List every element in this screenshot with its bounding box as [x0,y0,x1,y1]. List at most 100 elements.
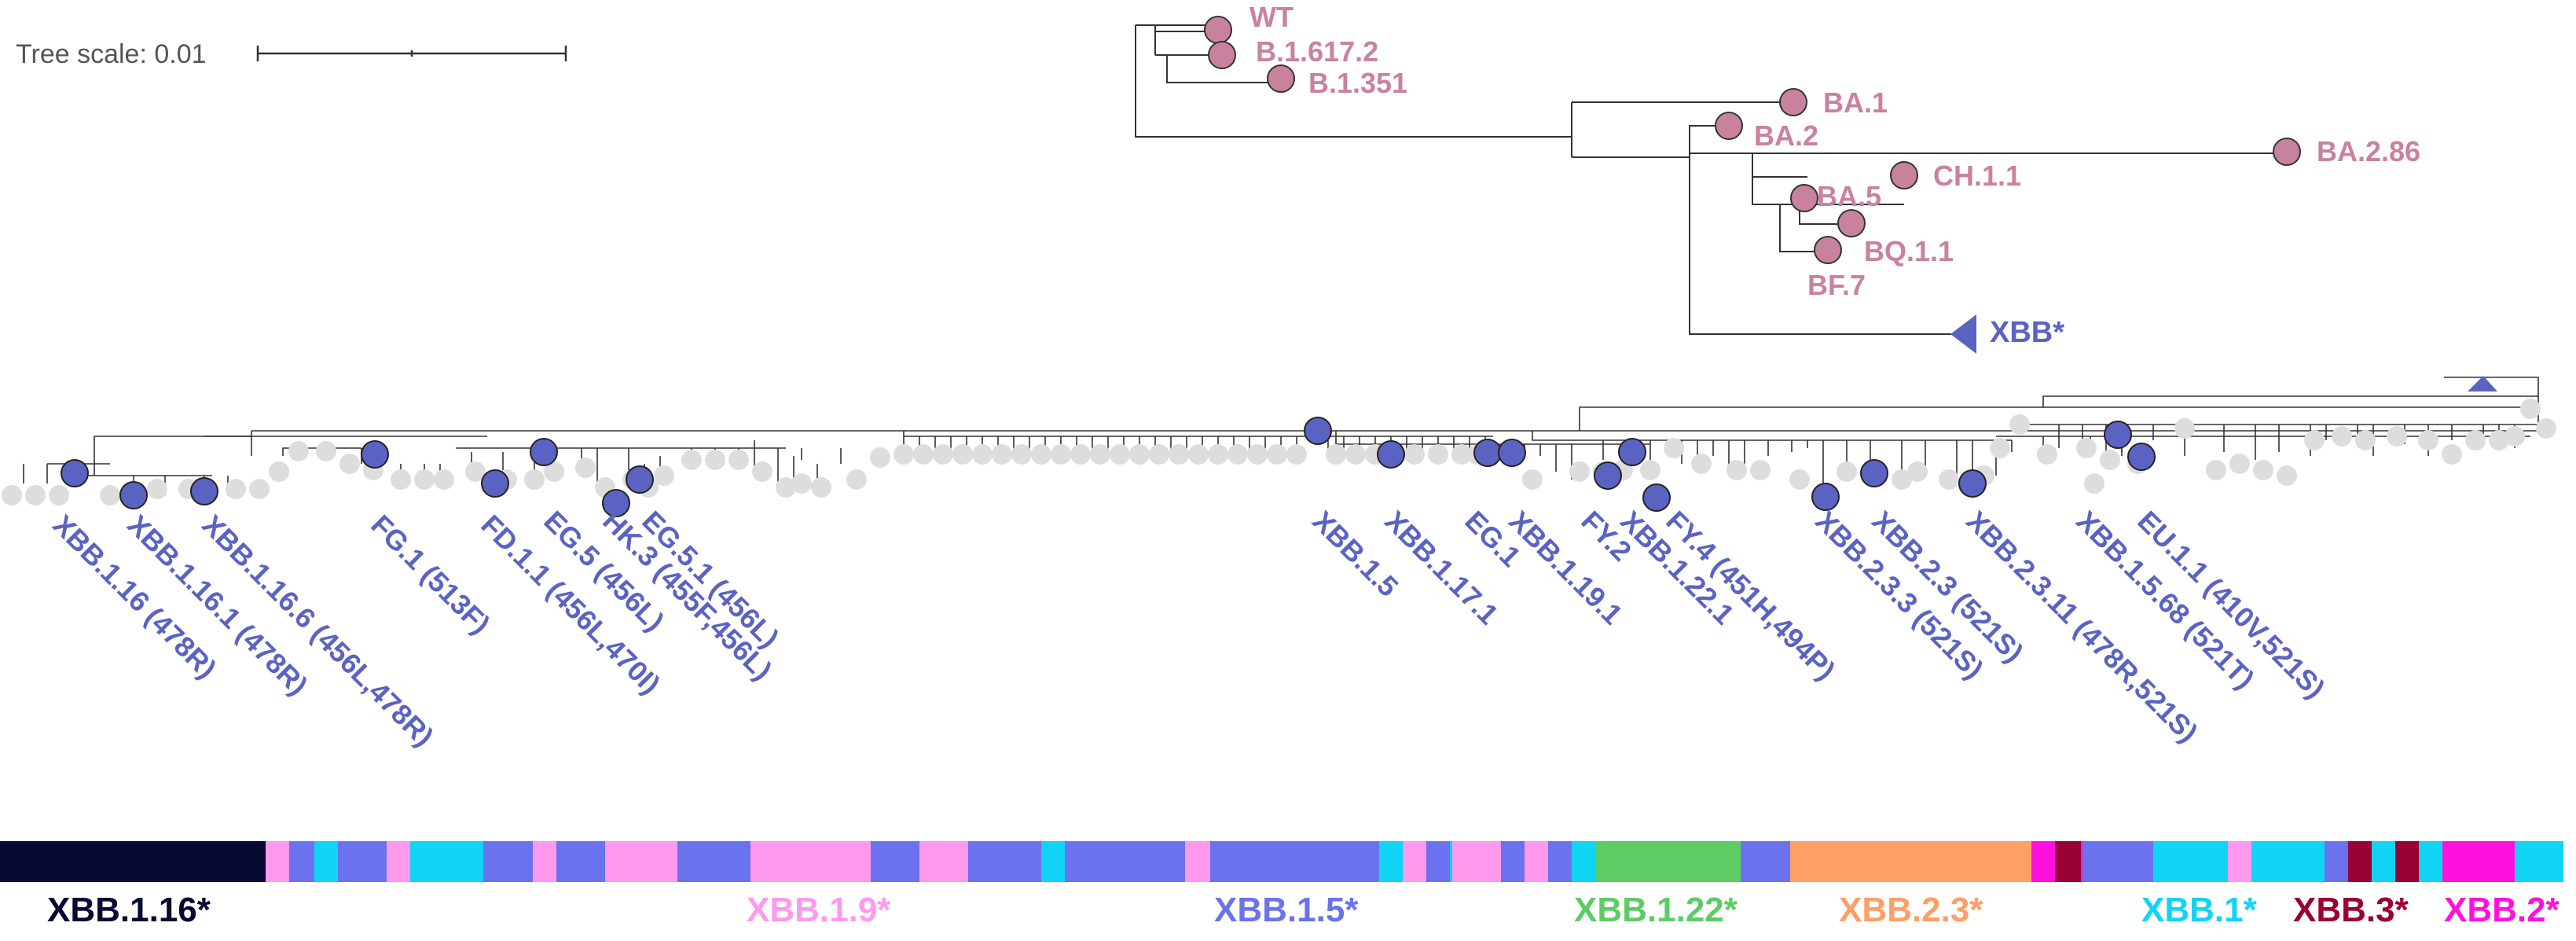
leaf-node [2332,426,2352,447]
xbb-tip-node [1498,439,1526,467]
lineage-bar-segment [1065,841,1185,882]
leaf-node [1208,444,1228,465]
tip-label-ba1: BA.1 [1823,86,1888,119]
xbb-tip-node [626,465,654,494]
leaf-node [933,444,953,465]
tip-node-ba2 [1715,112,1743,140]
leaf-node [1011,444,1032,465]
leaf-node [728,450,749,470]
leaf-node [2418,430,2438,450]
lineage-bar-segment [1595,841,1741,882]
leaf-node [2489,430,2509,450]
leaf-node [524,469,545,490]
lineage-label: XBB.1.9* [747,891,891,929]
leaf-node [654,465,674,486]
leaf-node [316,441,336,461]
lineage-bar-segment [2325,841,2348,882]
leaf-node [288,441,309,461]
leaf-node [1569,461,1590,482]
leaf-node [2229,454,2250,474]
tip-label-ba5: BA.5 [1817,180,1881,212]
leaf-node [2277,465,2297,486]
leaf-node [1286,444,1307,465]
leaf-node [544,461,564,482]
lineage-bar-segment [1452,841,1501,882]
lineage-label: XBB.3* [2293,891,2409,929]
leaf-node [1326,444,1346,465]
lineage-bar-segment [1426,841,1450,882]
leaf-node [2100,450,2120,470]
xbb-tip-node [1304,417,1332,445]
leaf-node [2,485,22,505]
tip-label-b16172: B.1.617.2 [1256,35,1378,68]
leaf-node [1727,460,1747,480]
leaf-node [1691,454,1712,474]
tip-node-bq11 [1837,209,1866,237]
lineage-bar-segment [0,841,266,882]
xbb-collapsed-clade: XBB* [1950,314,2064,354]
leaf-node [1188,444,1209,465]
leaf-node [1070,444,1091,465]
lineage-label: XBB.2* [2444,891,2560,929]
xbb-leaf-nodes [2,399,2556,505]
lineage-bar-segment [2515,841,2563,882]
lineage-bar-segment [1450,841,1452,882]
lineage-bar-segment [1548,841,1572,882]
leaf-node [2037,444,2057,465]
leaf-node [1837,461,1857,482]
xbb-tip-node [602,489,630,517]
leaf-node [1031,444,1051,465]
lineage-bar-segment [871,841,919,882]
top-nodes [1204,16,2301,264]
leaf-node [1227,444,1248,465]
tip-node-bf7 [1814,236,1842,264]
leaf-node [1267,444,1287,465]
lineage-bar-segment [2153,841,2228,882]
xbb-tip-node [61,459,89,487]
leaf-node [465,461,486,482]
leaf-node [681,450,702,470]
leaf-node [226,479,246,499]
xbb-tip-node [2104,421,2132,449]
tip-node-b1351 [1267,64,1295,93]
leaf-node [705,450,725,470]
lineage-bar-segment [1525,841,1548,882]
leaf-node [1892,469,1912,490]
tip-node-ba1 [1779,88,1807,116]
lineage-bar-segment [1572,841,1595,882]
leaf-node [2009,414,2030,435]
leaf-node [2206,460,2226,480]
leaf-node [2084,473,2104,494]
leaf-node [414,469,435,490]
xbb-collapsed-triangle [1950,314,1976,354]
leaf-node [1169,444,1189,465]
lineage-bar-segment [1790,841,2031,882]
lineage-bar-segment [2395,841,2419,882]
tip-node-ch11 [1890,161,1918,189]
leaf-node [2304,430,2325,450]
tip-node-ba286 [2273,138,2301,166]
leaf-node [1990,438,2010,458]
leaf-node [846,469,867,490]
leaf-node [1129,444,1150,465]
lineage-bar-segment [1501,841,1525,882]
xbb-tip-node [119,481,148,509]
leaf-node [1247,444,1268,465]
xbb-tip-node [1618,438,1646,466]
leaf-node [2076,438,2097,458]
lineage-label: XBB.1* [2141,891,2258,929]
leaf-node [434,469,454,490]
lineage-color-bar [0,841,2563,882]
leaf-node [1522,469,1543,490]
leaf-node [1750,460,1771,480]
leaf-node [913,444,934,465]
leaf-node [2174,418,2195,439]
leaf-node [1051,444,1071,465]
tip-label-ba286: BA.2.86 [2317,135,2420,167]
lineage-bar-segment [1379,841,1403,882]
lineage-bar-segment [2372,841,2395,882]
leaf-node [269,461,289,482]
lineage-bar-segment [533,841,556,882]
leaf-node [1664,438,1684,458]
